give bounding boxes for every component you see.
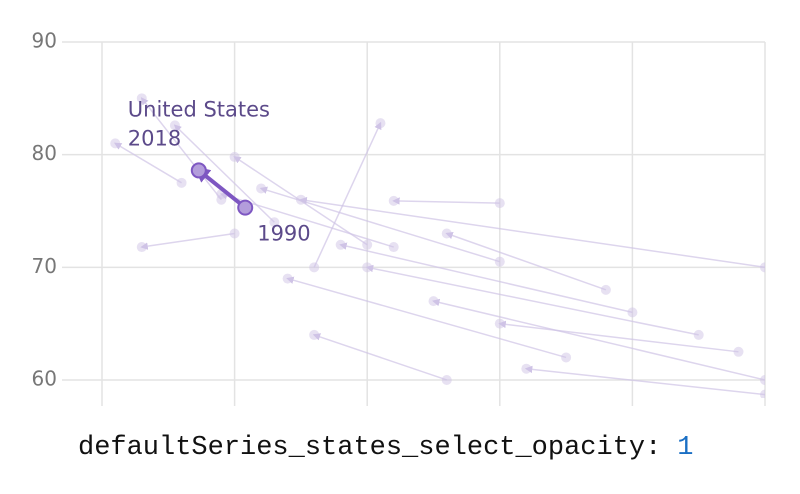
point (229, 228, 240, 239)
point (494, 318, 505, 329)
point (494, 256, 505, 267)
point (110, 138, 121, 149)
series-line (392, 197, 500, 205)
series-line (140, 232, 235, 250)
series-line (339, 242, 633, 314)
point (362, 262, 373, 273)
point (256, 183, 267, 194)
point (428, 296, 439, 307)
point-label: 1990 (257, 222, 310, 246)
highlight-line (193, 166, 247, 210)
point (136, 93, 147, 104)
point (733, 346, 744, 357)
point-label: 2018 (128, 126, 181, 150)
point (760, 262, 765, 273)
point (494, 198, 505, 209)
point (600, 284, 611, 295)
point (176, 177, 187, 188)
point (388, 242, 399, 253)
series-line (140, 97, 222, 201)
point (561, 352, 572, 363)
y-tick-label: 70 (32, 254, 57, 278)
point (760, 374, 765, 385)
series-line (432, 298, 765, 381)
point (627, 307, 638, 318)
series-name: United States (128, 97, 270, 121)
point (309, 329, 320, 340)
point (388, 195, 399, 206)
point (441, 228, 452, 239)
series-line (365, 264, 699, 336)
point (282, 273, 293, 284)
point (441, 374, 452, 385)
series-line (286, 276, 567, 359)
y-tick-label: 80 (32, 141, 57, 165)
caption-key: defaultSeries_states_select_opacity: (78, 433, 661, 463)
point (521, 363, 532, 374)
series-line (313, 121, 382, 268)
point (693, 329, 704, 340)
point (375, 118, 386, 129)
y-tick-label: 60 (32, 366, 57, 390)
series-line (312, 333, 448, 381)
series-line (113, 142, 182, 184)
point (309, 262, 320, 273)
caption-value: 1 (677, 433, 693, 463)
grid: 60 70 80 90 (32, 29, 766, 406)
series-line (524, 365, 765, 396)
point (229, 151, 240, 162)
highlight-point (190, 162, 207, 179)
series-line (498, 320, 739, 353)
series-line (173, 124, 275, 223)
highlight-point (237, 199, 254, 216)
point (362, 239, 373, 250)
caption: defaultSeries_states_select_opacity: 1 (78, 433, 694, 463)
point (335, 239, 346, 250)
y-tick-label: 90 (32, 29, 57, 53)
point (169, 120, 180, 131)
series-line (445, 231, 607, 291)
point (760, 389, 765, 398)
plot-area (110, 93, 765, 398)
point (136, 242, 147, 253)
point (269, 217, 280, 228)
series-line (299, 196, 765, 269)
point (295, 194, 306, 205)
highlight-layer: United States 2018 1990 (128, 97, 311, 245)
